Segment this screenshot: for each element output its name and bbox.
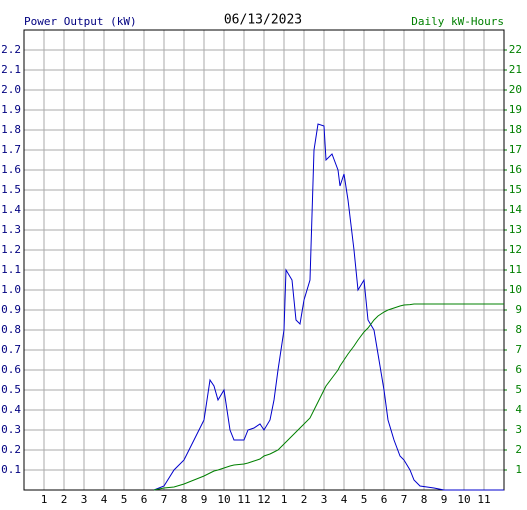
- x-tick-label: 2: [301, 493, 308, 506]
- x-tick-label: 8: [181, 493, 188, 506]
- y2-tick-label: 12: [509, 243, 522, 256]
- x-tick-label: 6: [141, 493, 148, 506]
- y-tick-label: 1.3: [1, 223, 21, 236]
- x-tick-label: 8: [421, 493, 428, 506]
- y-tick-label: 1.1: [1, 263, 21, 276]
- y2-tick-label: 11: [509, 263, 522, 276]
- y-tick-label: 1.6: [1, 163, 21, 176]
- x-tick-label: 3: [81, 493, 88, 506]
- y2-tick-label: 8: [515, 323, 522, 336]
- y-tick-label: 0.1: [1, 463, 21, 476]
- y2-tick-label: 5: [515, 383, 522, 396]
- x-tick-label: 1: [41, 493, 48, 506]
- y2-tick-label: 10: [509, 283, 522, 296]
- y-tick-label: 1.8: [1, 123, 21, 136]
- y-tick-label: 0.8: [1, 323, 21, 336]
- data-line: [153, 303, 504, 491]
- y-tick-label: 1.7: [1, 143, 21, 156]
- y2-tick-label: 22: [509, 43, 522, 56]
- chart-title: 06/13/2023: [224, 13, 302, 28]
- x-tick-label: 10: [217, 493, 230, 506]
- y2-tick-label: 20: [509, 83, 522, 96]
- x-tick-label: 10: [457, 493, 470, 506]
- y-tick-label: 0.4: [1, 403, 21, 416]
- x-tick-label: 11: [477, 493, 490, 506]
- y-tick-label: 0.3: [1, 423, 21, 436]
- y2-tick-label: 19: [509, 103, 522, 116]
- x-tick-label: 4: [101, 493, 108, 506]
- y-tick-label: 0.6: [1, 363, 21, 376]
- y2-tick-label: 15: [509, 183, 522, 196]
- y2-tick-label: 9: [515, 303, 522, 316]
- x-tick-label: 6: [381, 493, 388, 506]
- x-tick-label: 4: [341, 493, 348, 506]
- y2-tick-label: 18: [509, 123, 522, 136]
- y2-tick-label: 2: [515, 443, 522, 456]
- x-tick-label: 5: [361, 493, 368, 506]
- y2-tick-label: 14: [509, 203, 523, 216]
- y-tick-label: 1.5: [1, 183, 21, 196]
- x-tick-label: 7: [401, 493, 408, 506]
- y-tick-label: 1.0: [1, 283, 21, 296]
- plot-border: [23, 29, 505, 491]
- y-tick-label: 0.2: [1, 443, 21, 456]
- y-tick-label: 0.5: [1, 383, 21, 396]
- y2-tick-label: 7: [515, 343, 522, 356]
- y-tick-label: 1.2: [1, 243, 21, 256]
- y-tick-label: 1.9: [1, 103, 21, 116]
- y-tick-label: 2.1: [1, 63, 21, 76]
- y-tick-label: 0.9: [1, 303, 21, 316]
- y2-tick-label: 6: [515, 363, 522, 376]
- y2-axis-title: Daily kW-Hours: [411, 15, 504, 28]
- y-tick-label: 1.4: [1, 203, 21, 216]
- y2-tick-label: 3: [515, 423, 522, 436]
- x-tick-label: 7: [161, 493, 168, 506]
- x-tick-label: 5: [121, 493, 128, 506]
- data-line: [153, 123, 504, 491]
- y2-tick-label: 16: [509, 163, 522, 176]
- x-tick-label: 2: [61, 493, 68, 506]
- x-tick-label: 12: [257, 493, 270, 506]
- x-tick-label: 3: [321, 493, 328, 506]
- y2-tick-label: 21: [509, 63, 522, 76]
- y-tick-label: 2.0: [1, 83, 21, 96]
- y2-tick-label: 13: [509, 223, 522, 236]
- x-tick-label: 11: [237, 493, 250, 506]
- y-tick-label: 0.7: [1, 343, 21, 356]
- y2-tick-label: 1: [515, 463, 522, 476]
- y-tick-label: 2.2: [1, 43, 21, 56]
- y2-tick-label: 17: [509, 143, 522, 156]
- x-tick-label: 1: [281, 493, 288, 506]
- y-axis-title: Power Output (kW): [24, 15, 137, 28]
- x-tick-label: 9: [201, 493, 208, 506]
- y2-tick-label: 4: [515, 403, 522, 416]
- x-tick-label: 9: [441, 493, 448, 506]
